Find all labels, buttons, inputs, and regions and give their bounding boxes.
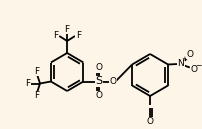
Text: S: S <box>96 76 103 87</box>
Text: O: O <box>96 63 103 72</box>
Text: O: O <box>96 91 103 100</box>
Text: O: O <box>147 117 154 126</box>
Text: F: F <box>76 31 81 41</box>
Text: F: F <box>65 25 70 34</box>
Text: N: N <box>178 59 184 68</box>
Text: F: F <box>35 67 40 75</box>
Text: O: O <box>109 77 117 86</box>
Text: O: O <box>186 50 193 59</box>
Text: F: F <box>35 91 40 100</box>
Text: F: F <box>26 79 31 88</box>
Text: F: F <box>53 31 58 41</box>
Text: O: O <box>190 65 197 74</box>
Text: +: + <box>181 56 187 62</box>
Text: −: − <box>196 61 202 70</box>
